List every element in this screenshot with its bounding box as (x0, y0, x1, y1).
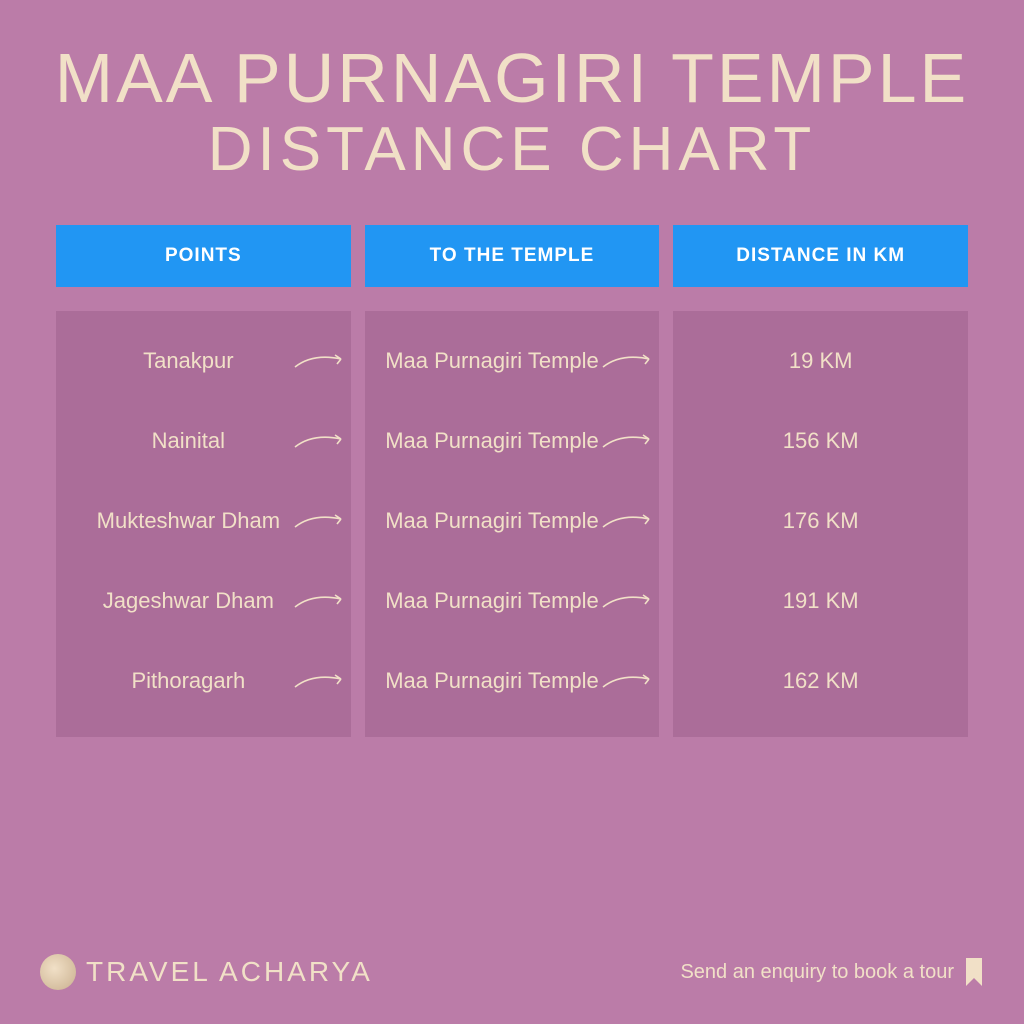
col-distance: 19 KM 156 KM 176 KM 191 KM 162 KM (673, 311, 968, 737)
temple-label: Maa Purnagiri Temple (383, 668, 602, 694)
table-row-temple: Maa Purnagiri Temple (373, 495, 652, 547)
point-label: Tanakpur (84, 348, 293, 374)
table-header-row: POINTS TO THE TEMPLE DISTANCE IN KM (56, 225, 968, 287)
point-label: Jageshwar Dham (84, 588, 293, 614)
table-row-distance: 162 KM (681, 655, 960, 707)
arrow-icon (601, 429, 657, 453)
temple-label: Maa Purnagiri Temple (383, 428, 602, 454)
arrow-icon (293, 669, 349, 693)
arrow-icon (293, 429, 349, 453)
arrow-icon (293, 589, 349, 613)
table-row-distance: 191 KM (681, 575, 960, 627)
point-label: Pithoragarh (84, 668, 293, 694)
temple-label: Maa Purnagiri Temple (383, 588, 602, 614)
arrow-icon (601, 349, 657, 373)
col-points: Tanakpur Nainital Mukteshwar Dham Jageshwar… (56, 311, 351, 737)
brand-logo-icon (40, 954, 76, 990)
table-row-temple: Maa Purnagiri Temple (373, 335, 652, 387)
brand: TRAVEL ACHARYA (40, 954, 373, 990)
table-row-point: Nainital (64, 415, 343, 467)
col-temple: Maa Purnagiri Temple Maa Purnagiri Temple… (365, 311, 660, 737)
table-row-temple: Maa Purnagiri Temple (373, 575, 652, 627)
table-row-temple: Maa Purnagiri Temple (373, 415, 652, 467)
table-row-point: Pithoragarh (64, 655, 343, 707)
table-row-point: Tanakpur (64, 335, 343, 387)
table-row-distance: 156 KM (681, 415, 960, 467)
table-row-point: Mukteshwar Dham (64, 495, 343, 547)
header-points: POINTS (56, 225, 351, 287)
page-title: MAA PURNAGIRI TEMPLE DISTANCE CHART (0, 0, 1024, 185)
footer: TRAVEL ACHARYA Send an enquiry to book a… (40, 954, 984, 990)
title-sub: DISTANCE CHART (0, 114, 1024, 185)
brand-name: TRAVEL ACHARYA (86, 956, 373, 988)
header-temple: TO THE TEMPLE (365, 225, 660, 287)
table-body: Tanakpur Nainital Mukteshwar Dham Jageshwar… (56, 311, 968, 737)
table-row-distance: 176 KM (681, 495, 960, 547)
cta[interactable]: Send an enquiry to book a tour (680, 958, 984, 986)
point-label: Nainital (84, 428, 293, 454)
arrow-icon (293, 349, 349, 373)
header-distance: DISTANCE IN KM (673, 225, 968, 287)
temple-label: Maa Purnagiri Temple (383, 508, 602, 534)
distance-table: POINTS TO THE TEMPLE DISTANCE IN KM Tana… (56, 225, 968, 737)
title-main: MAA PURNAGIRI TEMPLE (0, 38, 1024, 118)
bookmark-icon (964, 958, 984, 986)
temple-label: Maa Purnagiri Temple (383, 348, 602, 374)
table-row-point: Jageshwar Dham (64, 575, 343, 627)
arrow-icon (293, 509, 349, 533)
arrow-icon (601, 589, 657, 613)
arrow-icon (601, 509, 657, 533)
cta-text: Send an enquiry to book a tour (680, 961, 954, 984)
point-label: Mukteshwar Dham (84, 508, 293, 534)
arrow-icon (601, 669, 657, 693)
table-row-temple: Maa Purnagiri Temple (373, 655, 652, 707)
table-row-distance: 19 KM (681, 335, 960, 387)
